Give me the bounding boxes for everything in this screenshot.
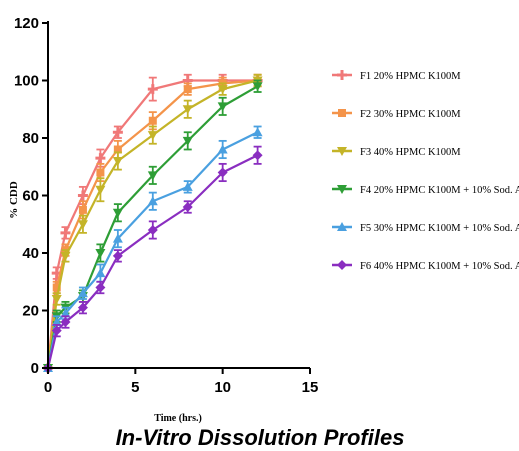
data-point	[51, 325, 62, 336]
legend-label: F6 40% HPMC K100M + 10% Sod. Alginate	[360, 261, 519, 272]
x-tick-label: 10	[214, 379, 231, 396]
y-axis-label: % CDD	[8, 181, 20, 219]
y-tick-label: 0	[31, 360, 39, 377]
series-line	[46, 154, 259, 369]
series-6	[43, 145, 263, 373]
data-point	[147, 196, 158, 206]
data-point	[60, 227, 71, 238]
series-line	[46, 79, 258, 369]
legend: F1 20% HPMC K100M F2 30% HPMC K100M F3 40%…	[332, 70, 519, 272]
y-tick-label: 120	[14, 15, 39, 32]
data-point	[95, 249, 106, 258]
y-tick-label: 60	[22, 188, 39, 205]
data-point	[217, 85, 228, 95]
data-point	[52, 283, 61, 292]
data-point	[95, 282, 106, 293]
data-point	[77, 302, 88, 313]
data-point	[217, 144, 228, 154]
legend-entry-2: F2 30% HPMC K100M	[332, 109, 461, 120]
data-point	[60, 251, 71, 261]
legend-entry-4: F4 20% HPMC K100M + 10% Sod. Alginate	[332, 185, 519, 196]
data-point	[147, 171, 158, 181]
data-point	[51, 317, 62, 326]
data-point	[77, 220, 88, 230]
data-point	[183, 85, 192, 94]
legend-marker	[337, 222, 347, 231]
legend-marker	[337, 70, 347, 80]
legend-entry-6: F6 40% HPMC K100M + 10% Sod. Alginate	[332, 260, 519, 272]
legend-label: F3 40% HPMC K100M	[360, 147, 461, 158]
data-point	[182, 181, 193, 191]
data-point	[182, 105, 193, 115]
data-point	[113, 145, 122, 154]
data-point	[112, 127, 123, 138]
legend-marker	[337, 185, 347, 194]
legend-marker	[337, 147, 347, 156]
data-point	[96, 168, 105, 177]
plot-area	[43, 73, 263, 373]
y-tick-label: 80	[22, 130, 39, 147]
data-point	[112, 250, 123, 261]
y-tick-label: 100	[14, 73, 39, 90]
data-point	[112, 233, 123, 243]
legend-entry-5: F5 30% HPMC K100M + 10% Sod. Alginate	[332, 222, 519, 234]
legend-label: F4 20% HPMC K100M + 10% Sod. Alginate	[360, 185, 519, 196]
data-point	[51, 295, 62, 304]
data-point	[95, 153, 106, 164]
series-5	[43, 125, 263, 372]
data-point	[182, 202, 193, 212]
data-point	[95, 185, 106, 195]
y-tick-label: 40	[22, 245, 39, 262]
data-point	[182, 136, 193, 146]
y-tick-label: 20	[22, 303, 39, 320]
legend-label: F1 20% HPMC K100M	[360, 71, 461, 82]
data-point	[252, 127, 263, 137]
series-line	[46, 79, 258, 369]
data-point	[60, 317, 71, 327]
data-point	[217, 102, 228, 112]
chart-caption: In-Vitro Dissolution Profiles	[116, 425, 405, 450]
series-3	[43, 73, 263, 373]
legend-marker	[337, 260, 347, 270]
legend-entry-1: F1 20% HPMC K100M	[332, 70, 461, 82]
x-tick-label: 5	[131, 379, 139, 396]
data-point	[60, 308, 71, 318]
data-point	[217, 167, 228, 178]
data-point	[78, 205, 87, 214]
data-point	[147, 84, 158, 95]
legend-label: F5 30% HPMC K100M + 10% Sod. Alginate	[360, 223, 519, 234]
data-point	[252, 82, 263, 92]
data-point	[147, 225, 158, 235]
series-line	[46, 131, 259, 369]
series-line	[46, 85, 259, 369]
data-point	[252, 150, 263, 161]
data-point	[147, 131, 158, 141]
axes: 0 20 40 60 80 100 120 0 5 10 15	[14, 15, 318, 396]
legend-label: F2 30% HPMC K100M	[360, 109, 461, 120]
data-point	[148, 116, 157, 125]
data-point	[112, 208, 123, 218]
legend-entry-3: F3 40% HPMC K100M	[332, 147, 461, 158]
data-point	[77, 190, 88, 201]
data-point	[112, 157, 123, 166]
x-tick-label: 15	[302, 379, 319, 396]
x-axis-label: Time (hrs.)	[154, 413, 202, 424]
data-point	[77, 288, 88, 298]
legend-marker	[338, 109, 346, 117]
x-tick-label: 0	[44, 379, 52, 396]
data-point	[95, 268, 106, 278]
